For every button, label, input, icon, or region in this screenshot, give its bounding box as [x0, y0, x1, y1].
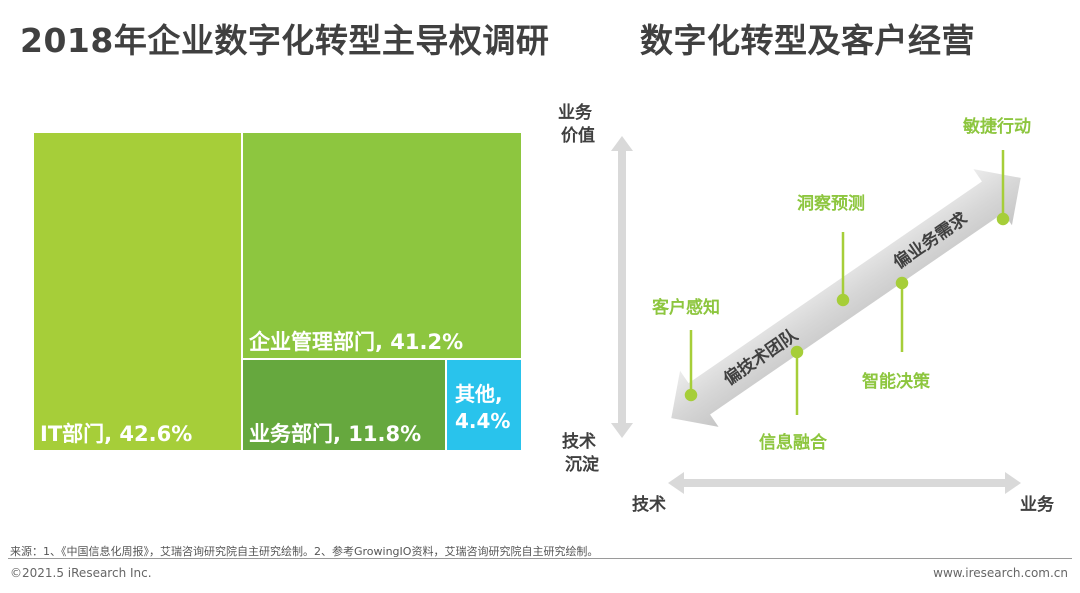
- x-axis-right-label: 业务: [1020, 494, 1055, 515]
- treemap-label-it: IT部门, 42.6%: [40, 422, 192, 446]
- milestone-connectors: [684, 150, 1010, 415]
- y-axis-bottom-line1: 技术: [562, 431, 596, 452]
- treemap-label-other: 其他, 4.4%: [455, 382, 510, 433]
- diagram-title: 数字化转型及客户经营: [640, 21, 975, 60]
- milestone-customer-perception: 客户感知: [651, 297, 720, 318]
- website-text: www.iresearch.com.cn: [933, 566, 1068, 580]
- y-axis-top-label: 业务 价值: [558, 102, 598, 146]
- x-axis-left-label: 技术: [632, 494, 666, 515]
- treemap-cell-management: [243, 133, 521, 358]
- y-axis-bottom-label: 技术 沉淀: [562, 431, 602, 475]
- dot-intelligent-decision: [895, 276, 909, 290]
- treemap-cell-it: [34, 133, 241, 450]
- dot-customer-perception: [684, 388, 698, 402]
- treemap-label-other-line2: 4.4%: [455, 409, 510, 433]
- dot-information-fusion: [790, 345, 804, 359]
- source-note: 来源：1、《中国信息化周报》，艾瑞咨询研究院自主研究绘制。2、参考Growing…: [10, 545, 599, 558]
- dot-insight-prediction: [836, 293, 850, 307]
- dot-agile-action: [996, 212, 1010, 226]
- milestone-intelligent-decision: 智能决策: [862, 371, 931, 392]
- treemap-label-other-line1: 其他,: [455, 382, 503, 406]
- footer-divider: [8, 558, 1072, 559]
- x-axis-arrow: [668, 472, 1021, 494]
- milestone-information-fusion: 信息融合: [759, 432, 828, 453]
- treemap-title: 2018年企业数字化转型主导权调研: [20, 21, 550, 60]
- treemap-cell-business: [243, 360, 445, 450]
- treemap-label-business: 业务部门, 11.8%: [249, 422, 421, 446]
- milestone-insight-prediction: 洞察预测: [797, 193, 865, 214]
- milestone-agile-action: 敏捷行动: [962, 116, 1031, 137]
- y-axis-arrow: [611, 136, 633, 438]
- treemap-cell-other: [447, 360, 521, 450]
- copyright-text: ©2021.5 iResearch Inc.: [10, 566, 152, 580]
- treemap-label-management: 企业管理部门, 41.2%: [248, 330, 463, 354]
- y-axis-bottom-line2: 沉淀: [565, 454, 600, 475]
- y-axis-top-line1: 业务: [558, 102, 593, 123]
- y-axis-top-line2: 价值: [561, 125, 595, 146]
